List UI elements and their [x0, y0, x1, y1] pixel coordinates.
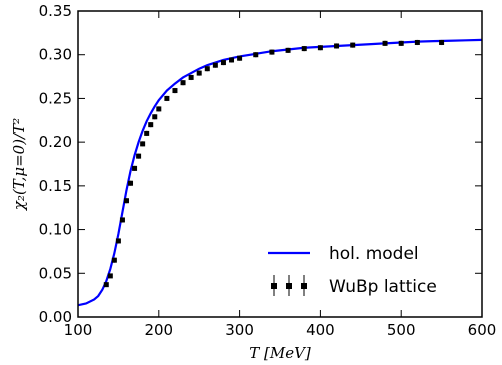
y-tick-label: 0.15 — [39, 177, 72, 195]
x-tick-label: 600 — [468, 321, 497, 339]
data-point — [439, 39, 445, 45]
data-point — [152, 114, 158, 120]
plot-content — [78, 38, 482, 307]
data-point — [172, 88, 178, 94]
legend-label-hol-model: hol. model — [329, 244, 419, 264]
data-point — [269, 49, 275, 55]
x-axis: 100 200 300 400 500 600 — [64, 11, 497, 339]
data-point — [220, 60, 226, 66]
x-tick-label: 400 — [306, 321, 335, 339]
data-point — [103, 282, 109, 288]
legend: hol. model WuBp lattice — [268, 244, 437, 297]
y-tick-label: 0.20 — [39, 133, 72, 151]
data-point — [382, 40, 388, 46]
data-point — [164, 95, 170, 101]
data-point — [128, 180, 134, 186]
y-tick-label: 0.10 — [39, 221, 72, 239]
y-axis-label: χ₂(T,μ=0)/T² — [10, 118, 28, 211]
data-point — [285, 47, 291, 53]
data-point — [136, 153, 142, 159]
y-tick-label: 0.00 — [39, 308, 72, 326]
data-point — [253, 52, 259, 58]
data-point — [398, 40, 404, 46]
data-point — [140, 141, 146, 147]
data-point — [156, 106, 162, 112]
data-point — [188, 74, 194, 80]
axes-frame — [77, 10, 483, 318]
legend-point — [286, 283, 292, 289]
plot-border — [77, 10, 483, 318]
data-point — [115, 238, 121, 244]
data-point — [212, 62, 218, 68]
data-point — [196, 70, 202, 76]
data-point — [204, 66, 210, 72]
data-point — [350, 42, 356, 48]
data-point — [334, 43, 340, 49]
data-point — [107, 273, 113, 279]
data-point — [317, 45, 323, 51]
series-line-hol-model — [78, 38, 482, 307]
data-point — [144, 130, 150, 136]
data-point — [237, 55, 243, 61]
data-point — [148, 122, 154, 128]
data-point — [132, 165, 138, 171]
legend-label-wubp-lattice: WuBp lattice — [329, 277, 437, 297]
legend-point — [301, 283, 307, 289]
x-tick-label: 300 — [225, 321, 254, 339]
data-point — [123, 198, 129, 204]
y-tick-label: 0.30 — [39, 46, 72, 64]
y-tick-label: 0.25 — [39, 89, 72, 107]
data-point — [111, 257, 117, 263]
y-tick-label: 0.05 — [39, 264, 72, 282]
data-point — [301, 46, 307, 52]
x-tick-label: 200 — [144, 321, 173, 339]
data-point — [180, 80, 186, 86]
series-wubp-lattice — [103, 39, 445, 288]
x-tick-label: 500 — [387, 321, 416, 339]
legend-point — [271, 283, 277, 289]
data-point — [119, 217, 125, 223]
y-axis: 0.00 0.05 0.10 0.15 0.20 0.25 0.30 0.35 — [39, 2, 482, 326]
data-point — [414, 39, 420, 45]
legend-errorbar-swatch — [271, 275, 307, 296]
data-point — [229, 57, 235, 63]
x-axis-label: T [MeV] — [249, 344, 311, 362]
x-tick-label: 100 — [64, 321, 93, 339]
y-tick-label: 0.35 — [39, 2, 72, 20]
